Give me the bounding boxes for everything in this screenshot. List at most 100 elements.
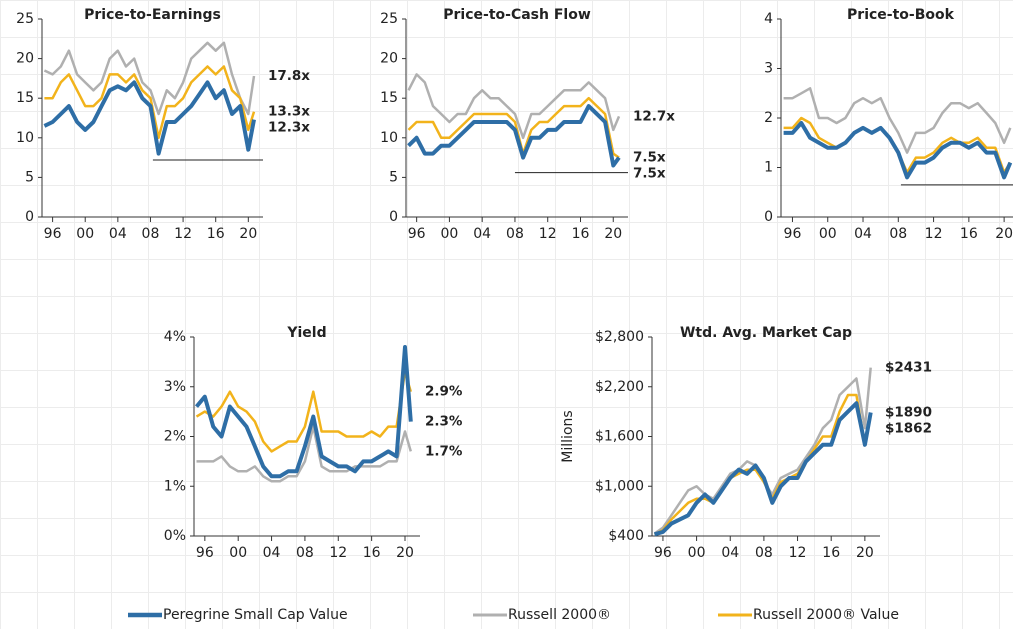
x-tick-label: 00 — [688, 545, 706, 561]
x-tick-label: 12 — [789, 545, 807, 561]
chart-title: Price-to-Book — [847, 7, 955, 23]
x-tick-label: 96 — [784, 226, 802, 242]
y-tick-label: 15 — [16, 90, 34, 106]
x-tick-label: 08 — [755, 545, 773, 561]
end-label: 7.5x — [633, 166, 666, 182]
x-tick-label: 16 — [960, 226, 978, 242]
chart-title: Yield — [286, 325, 326, 341]
chart: Price-to-Cash Flow 0 5 10 15 20 25 96 00 04 08 12 16… — [380, 7, 675, 242]
x-tick-label: 00 — [76, 226, 94, 242]
series-line — [783, 121, 1013, 180]
x-tick-label: 08 — [296, 545, 314, 561]
y-tick-label: 0% — [164, 528, 186, 544]
x-tick-label: 08 — [142, 226, 160, 242]
x-tick-label: 16 — [363, 545, 381, 561]
y-tick-label: 10 — [380, 130, 398, 146]
y-tick-label: 25 — [16, 11, 34, 27]
x-tick-label: 00 — [819, 226, 837, 242]
x-tick-label: 04 — [854, 226, 872, 242]
x-tick-label: 08 — [889, 226, 907, 242]
series-line — [407, 73, 621, 140]
y-tick-label: 2% — [164, 429, 186, 445]
y-tick-label: 10 — [16, 130, 34, 146]
x-tick-label: 20 — [239, 226, 257, 242]
x-tick-label: 00 — [441, 226, 459, 242]
y-tick-label: 2 — [764, 110, 773, 126]
legend-label: Russell 2000® — [508, 607, 611, 623]
y-tick-label: $400 — [608, 528, 644, 544]
y-tick-label: 4 — [764, 11, 773, 27]
y-tick-label: 3% — [164, 379, 186, 395]
legend-label: Peregrine Small Cap Value — [163, 607, 348, 623]
x-tick-label: 12 — [174, 226, 192, 242]
series-line — [407, 104, 621, 168]
x-tick-label: 08 — [506, 226, 524, 242]
series-line — [194, 345, 413, 479]
series-line — [43, 41, 256, 116]
series-line — [196, 425, 413, 483]
y-tick-label: 5 — [25, 169, 34, 185]
y-tick-label: 0 — [25, 209, 34, 225]
end-label: 17.8x — [268, 68, 310, 84]
x-tick-label: 00 — [229, 545, 247, 561]
series-line — [407, 96, 620, 159]
y-tick-label: 20 — [380, 51, 398, 67]
x-tick-label: 96 — [408, 226, 426, 242]
x-tick-label: 04 — [263, 545, 281, 561]
series-line — [44, 65, 256, 140]
chart-title: Wtd. Avg. Market Cap — [680, 325, 852, 341]
y-tick-label: 20 — [16, 51, 34, 67]
series-line — [653, 367, 872, 535]
end-label: 13.3x — [268, 104, 310, 120]
x-tick-label: 16 — [822, 545, 840, 561]
x-tick-label: 16 — [207, 226, 225, 242]
end-label: 2.9% — [425, 384, 463, 400]
x-tick-label: 12 — [539, 226, 557, 242]
y-tick-label: 25 — [380, 11, 398, 27]
end-label: $2431 — [885, 360, 932, 376]
x-tick-label: 04 — [473, 226, 491, 242]
x-tick-label: 96 — [44, 226, 62, 242]
y-tick-label: 1% — [164, 478, 186, 494]
series-line — [43, 80, 256, 156]
chart-title: Price-to-Earnings — [84, 7, 221, 23]
x-tick-label: 96 — [196, 545, 214, 561]
y-tick-label: 5 — [389, 169, 398, 185]
x-tick-label: 16 — [572, 226, 590, 242]
y-tick-label: 0 — [764, 209, 773, 225]
end-label: 12.3x — [268, 120, 310, 136]
y-tick-label: 15 — [380, 90, 398, 106]
series-line — [653, 401, 873, 537]
series-line — [783, 87, 1012, 154]
y-axis-label: Millions — [560, 410, 576, 462]
chart: Yield 0% 1% 2% 3% 4% 96 00 04 08 12 16 20 2.9% 2.3% 1.7… — [164, 325, 463, 561]
x-tick-label: 20 — [396, 545, 414, 561]
y-tick-label: $2,200 — [595, 379, 644, 395]
x-tick-label: 12 — [925, 226, 943, 242]
x-tick-label: 12 — [329, 545, 347, 561]
chart-title: Price-to-Cash Flow — [443, 7, 591, 23]
y-tick-label: 1 — [764, 160, 773, 176]
end-label: 7.5x — [633, 150, 666, 166]
x-tick-label: 96 — [654, 545, 672, 561]
series-line — [195, 370, 413, 453]
x-tick-label: 20 — [604, 226, 622, 242]
end-label: $1890 — [885, 404, 932, 420]
chart: Wtd. Avg. Market Cap Millions $400 $1,000 $1… — [560, 325, 932, 561]
end-label: 2.3% — [425, 414, 463, 430]
x-tick-label: 20 — [995, 226, 1013, 242]
end-label: 12.7x — [633, 108, 675, 124]
x-tick-label: 04 — [109, 226, 127, 242]
y-tick-label: 3 — [764, 61, 773, 77]
y-tick-label: 0 — [389, 209, 398, 225]
y-tick-label: $1,000 — [595, 478, 644, 494]
series-line — [653, 393, 872, 536]
end-label: $1862 — [885, 420, 932, 436]
end-label: 1.7% — [425, 443, 463, 459]
legend-label: Russell 2000® Value — [753, 607, 899, 623]
y-tick-label: $1,600 — [595, 429, 644, 445]
y-tick-label: 4% — [164, 329, 186, 345]
